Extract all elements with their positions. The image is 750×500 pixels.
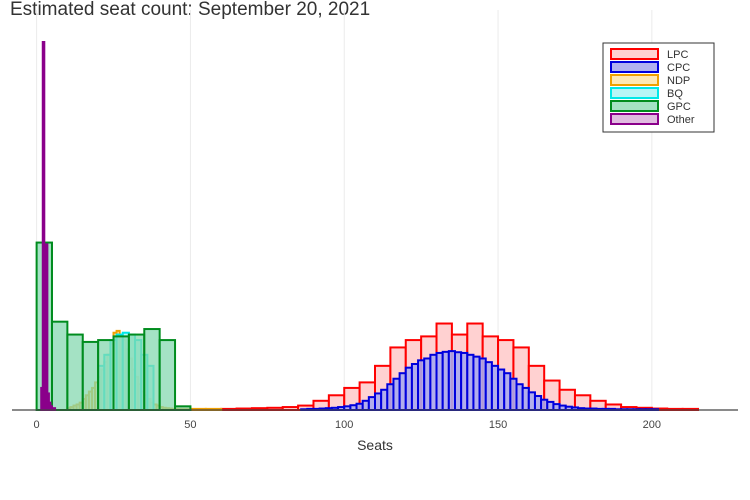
- bar-gpc: [50, 320, 69, 411]
- legend-item: NDP: [610, 74, 690, 87]
- x-tick-label: 100: [335, 419, 353, 431]
- series-other: [40, 41, 57, 412]
- bar-gpc: [66, 333, 84, 411]
- legend-swatch: [610, 113, 659, 125]
- x-tick-label: 0: [34, 419, 40, 431]
- legend-item: CPC: [610, 61, 690, 74]
- legend-label: BQ: [667, 88, 683, 100]
- legend-item: LPC: [610, 48, 688, 61]
- x-tick-label: 150: [489, 419, 507, 431]
- legend-swatch: [610, 48, 659, 60]
- legend-item: GPC: [610, 100, 691, 113]
- bar-gpc: [112, 335, 130, 411]
- bar-other: [44, 243, 49, 411]
- legend-swatch: [610, 61, 659, 73]
- bar-gpc: [158, 339, 177, 411]
- legend-item: BQ: [610, 87, 683, 100]
- x-axis-label: Seats: [357, 437, 393, 453]
- legend-label: LPC: [667, 49, 688, 61]
- bar-gpc: [81, 340, 100, 412]
- bar-other: [41, 41, 46, 411]
- bar-gpc: [143, 328, 161, 412]
- legend-label: CPC: [667, 62, 690, 74]
- legend-label: NDP: [667, 75, 690, 87]
- x-tick-labels: 0 50 100 150 200: [34, 419, 661, 431]
- legend-item: Other: [610, 113, 695, 126]
- series-gpc: [35, 241, 192, 412]
- legend-label: GPC: [667, 101, 691, 113]
- legend-label: Other: [667, 114, 695, 126]
- bars: [35, 41, 700, 412]
- legend-swatch: [610, 100, 659, 112]
- x-tick-label: 50: [184, 419, 196, 431]
- legend-swatch: [610, 87, 659, 99]
- x-tick-label: 200: [643, 419, 661, 431]
- legend-swatch: [610, 74, 659, 86]
- bar-gpc: [97, 339, 115, 411]
- bar-gpc: [127, 333, 146, 411]
